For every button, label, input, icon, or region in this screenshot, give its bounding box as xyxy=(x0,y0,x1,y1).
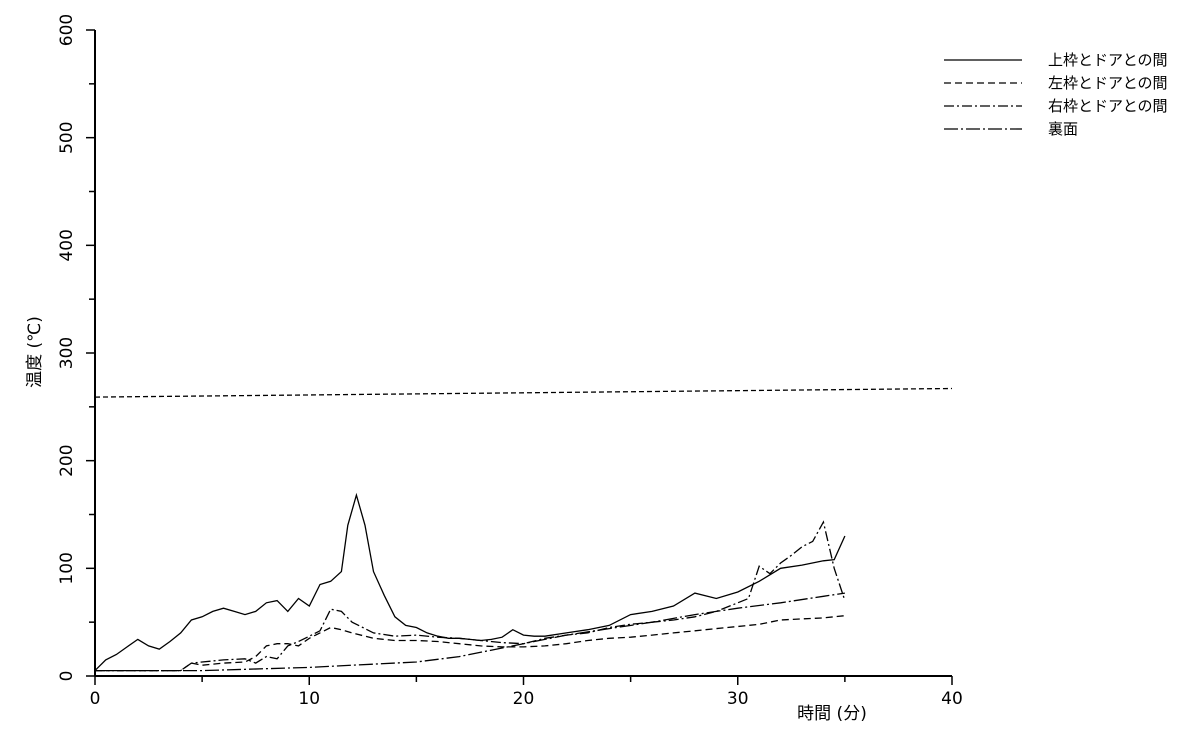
y-tick-labels: 0 100 200 300 400 500 600 xyxy=(57,14,77,682)
y-tick-label: 100 xyxy=(57,552,77,584)
x-tick-label: 30 xyxy=(727,689,749,709)
y-tick-label: 600 xyxy=(57,14,77,46)
y-tick-label: 300 xyxy=(57,337,77,369)
x-tick-label: 40 xyxy=(941,689,963,709)
legend-label: 右枠とドアとの間 xyxy=(1048,97,1168,115)
x-tick-label: 0 xyxy=(90,689,101,709)
series-line-4 xyxy=(95,592,845,672)
y-tick-label: 200 xyxy=(57,444,77,476)
axes: 0 100 200 300 400 500 600 0 10 20 30 40 xyxy=(57,14,963,709)
x-tick-label: 20 xyxy=(513,689,535,709)
y-tick-label: 0 xyxy=(57,671,77,682)
y-tick-label: 500 xyxy=(57,121,77,153)
y-axis-title: 温度 (℃) xyxy=(25,316,45,388)
x-tick-labels: 0 10 20 30 40 xyxy=(90,689,963,709)
legend-label: 裏面 xyxy=(1048,120,1078,138)
series-lines xyxy=(94,387,953,672)
series-line-3 xyxy=(95,520,846,672)
legend-label: 上枠とドアとの間 xyxy=(1048,51,1168,69)
series-line-2 xyxy=(95,615,845,672)
series-line-5 xyxy=(94,387,953,398)
x-tick-label: 10 xyxy=(298,689,320,709)
y-tick-label: 400 xyxy=(57,229,77,261)
tick-marks xyxy=(86,29,953,685)
x-axis-title: 時間 (分) xyxy=(797,704,867,724)
legend-label: 左枠とドアとの間 xyxy=(1048,74,1168,92)
series-line-1 xyxy=(94,492,846,672)
